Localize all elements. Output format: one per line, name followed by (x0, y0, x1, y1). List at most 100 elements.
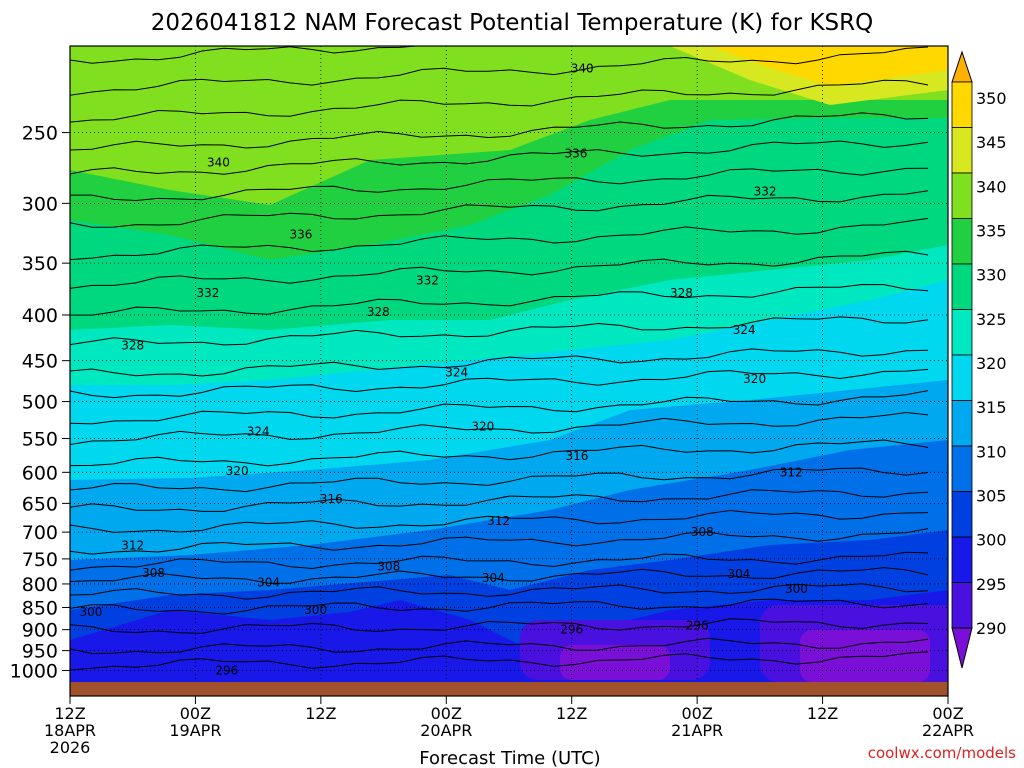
x-tick-label: 18APR (44, 721, 96, 740)
x-tick-label: 21APR (671, 721, 723, 740)
contour-label: 304 (727, 567, 750, 581)
contour-line (70, 316, 929, 346)
contour-line (70, 190, 929, 228)
chart-title: 2026041812 NAM Forecast Potential Temper… (151, 10, 874, 36)
contour-label: 320 (743, 372, 766, 386)
contour-label: 328 (670, 286, 693, 300)
x-tick-label: 12Z (54, 704, 85, 723)
y-tick-label: 900 (22, 620, 58, 642)
contour-line (70, 618, 929, 634)
contour-line (70, 651, 929, 671)
contour-label: 296 (560, 623, 583, 637)
contour-label: 320 (226, 464, 249, 478)
colorbar: 290 295 300 305 310 315 320 325 330 335 340 345 350 (951, 50, 1007, 669)
colorbar-label: 300 (976, 531, 1007, 550)
contour-labels: 340 340 336 336 332 332 332 328 328 328 324 324 324 3… (79, 62, 807, 678)
y-tick-label: 550 (22, 429, 58, 451)
contour-label: 300 (304, 603, 327, 617)
contour-label: 320 (471, 419, 494, 433)
contour-line (70, 598, 929, 615)
y-tick-label: 700 (22, 522, 58, 544)
colorbar-label: 325 (976, 310, 1007, 329)
x-tick-label: 22APR (922, 721, 974, 740)
credit-text: coolwx.com/models (868, 744, 1016, 762)
colorbar-bottom-arrow (951, 627, 973, 669)
temperature-bands (70, 46, 948, 682)
contour-label: 308 (377, 560, 400, 574)
contour-label: 308 (142, 566, 165, 580)
band-345 (70, 46, 948, 105)
contour-label: 324 (247, 424, 270, 438)
contour-label: 332 (416, 274, 439, 288)
colorbar-label: 345 (976, 133, 1007, 152)
contour-label: 324 (733, 323, 756, 337)
contour-label: 312 (780, 465, 803, 479)
contour-label: 312 (121, 539, 144, 553)
colorbar-label: 350 (976, 89, 1007, 108)
x-axis-label: Forecast Time (UTC) (419, 748, 600, 768)
colorbar-label: 290 (976, 619, 1007, 638)
contour-label: 328 (121, 339, 144, 353)
band-350 (70, 46, 948, 86)
colorbar-segment (951, 445, 973, 492)
y-tick-label: 600 (22, 462, 58, 484)
colorbar-segment (951, 127, 973, 174)
contour-line (70, 217, 929, 261)
contour-line (70, 439, 929, 467)
colorbar-label: 310 (976, 442, 1007, 461)
y-tick-label: 750 (22, 549, 58, 571)
y-axis: 2503003504004505005506006507007508008509… (10, 123, 70, 683)
contour-line (70, 46, 423, 64)
contour-label: 328 (367, 305, 390, 319)
colorbar-label: 295 (976, 575, 1007, 594)
x-tick-label: 00Z (180, 704, 211, 723)
colorbar-label: 340 (976, 177, 1007, 196)
colorbar-segment (951, 354, 973, 401)
colorbar-label: 315 (976, 398, 1007, 417)
contour-line (70, 250, 929, 289)
contour-label: 332 (754, 185, 777, 199)
y-tick-label: 450 (22, 351, 58, 373)
colorbar-segment (951, 309, 973, 356)
contour-line (70, 368, 929, 399)
contour-line (70, 551, 929, 571)
colorbar-label: 330 (976, 266, 1007, 285)
contour-label: 296 (686, 618, 709, 632)
contour-label: 300 (785, 582, 808, 596)
contour-line (70, 567, 929, 584)
contour-line (70, 583, 929, 600)
contour-line (70, 79, 929, 123)
contour-line (70, 528, 929, 555)
x-tick-label: 12Z (807, 704, 838, 723)
colorbar-label: 335 (976, 222, 1007, 241)
contour-label: 324 (445, 366, 468, 380)
y-tick-label: 350 (22, 253, 58, 275)
cold-core-1 (560, 645, 670, 680)
contour-line (70, 140, 929, 175)
y-tick-label: 800 (22, 574, 58, 596)
y-tick-label: 650 (22, 493, 58, 515)
contour-label: 336 (290, 227, 313, 241)
contour-line (70, 283, 929, 316)
contour-line (70, 112, 929, 151)
contour-line (70, 637, 929, 655)
colorbar-segment (951, 582, 973, 629)
colorbar-segment (951, 218, 973, 265)
y-tick-label: 850 (22, 597, 58, 619)
contour-label: 304 (482, 571, 505, 585)
contour-line (70, 509, 929, 533)
x-tick-label: 12Z (305, 704, 336, 723)
plot-area: 340 340 336 336 332 332 332 328 328 328 324 324 324 3… (69, 45, 949, 697)
x-tick-label: 20APR (420, 721, 472, 740)
x-tick-label: 00Z (431, 704, 462, 723)
colorbar-segment (951, 536, 973, 583)
colorbar-segment (951, 263, 973, 310)
y-tick-label: 400 (22, 305, 58, 327)
contour-line (70, 390, 929, 425)
x-tick-label: 19APR (169, 721, 221, 740)
contour-label: 296 (215, 664, 238, 678)
band-340 (70, 46, 948, 205)
y-tick-label: 250 (22, 123, 58, 145)
